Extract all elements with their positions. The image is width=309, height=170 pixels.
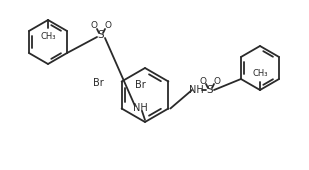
Text: CH₃: CH₃ (40, 32, 56, 41)
Text: S: S (207, 85, 213, 95)
Text: Br: Br (135, 80, 145, 90)
Text: S: S (98, 30, 104, 40)
Text: O: O (200, 76, 206, 86)
Text: O: O (214, 76, 221, 86)
Text: CH₃: CH₃ (252, 69, 268, 78)
Text: Br: Br (93, 79, 104, 89)
Text: O: O (104, 21, 112, 30)
Text: NH: NH (188, 85, 203, 95)
Text: O: O (91, 21, 98, 30)
Text: NH: NH (133, 103, 147, 113)
